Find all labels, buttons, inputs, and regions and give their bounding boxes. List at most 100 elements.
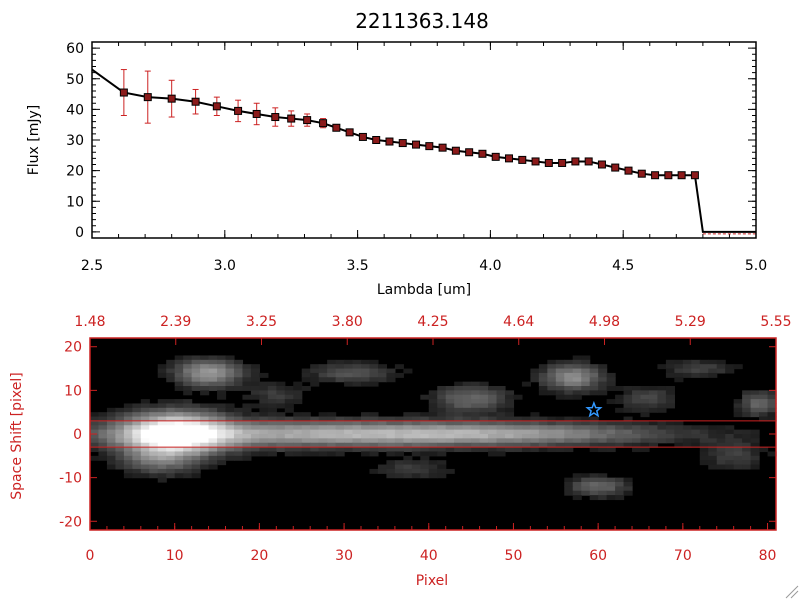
image-pixel (733, 447, 743, 453)
image-pixel (437, 434, 447, 439)
image-pixel (420, 468, 430, 474)
image-pixel (361, 451, 371, 457)
image-pixel (157, 455, 167, 461)
image-pixel (606, 372, 616, 378)
image-pixel (335, 416, 345, 422)
image-pixel (708, 447, 718, 453)
image-pixel (267, 438, 277, 444)
image-pixel (716, 368, 726, 374)
image-pixel (564, 477, 574, 483)
image-pixel (665, 394, 675, 400)
image-pixel (327, 412, 337, 418)
image-pixel (564, 377, 574, 383)
image-pixel (191, 442, 201, 448)
image-pixel (208, 407, 218, 413)
image-pixel (547, 381, 557, 387)
image-pixel (496, 399, 506, 405)
image-pixel (250, 442, 260, 448)
image-pixel (437, 394, 447, 400)
image-pixel (437, 407, 447, 413)
image-pixel (496, 386, 506, 391)
image-pixel (403, 368, 413, 374)
image-pixel (437, 460, 447, 466)
image-pixel (547, 447, 557, 453)
image-pixel (344, 442, 354, 448)
image-pixel (716, 442, 726, 448)
image-pixel (742, 451, 752, 457)
image-pixel (733, 434, 743, 439)
image-pixel (521, 420, 531, 426)
image-pixel (589, 473, 599, 479)
image-pixel (538, 442, 548, 448)
image-pixel (149, 464, 159, 470)
image-pixel (115, 429, 125, 435)
image-pixel (454, 425, 464, 431)
image-pixel (437, 464, 447, 470)
image-pixel (200, 355, 210, 361)
image-pixel (589, 425, 599, 431)
image-pixel (259, 425, 269, 431)
image-pixel (513, 438, 523, 444)
image-pixel (267, 403, 277, 409)
image-pixel (504, 434, 515, 439)
image-pixel (394, 438, 404, 444)
image-pixel (674, 368, 684, 374)
image-pixel (377, 447, 388, 453)
image-pixel (318, 372, 328, 378)
image-pixel (564, 390, 574, 396)
image-pixel (335, 451, 345, 457)
image-pixel (123, 447, 133, 453)
image-pixel (462, 407, 472, 413)
image-pixel (437, 447, 447, 453)
image-pixel (420, 460, 430, 466)
image-pixel (310, 442, 320, 448)
image-pixel (90, 438, 100, 444)
image-pixel (682, 434, 692, 439)
image-pixel (191, 407, 201, 413)
image-pixel (725, 460, 735, 466)
image-pixel (208, 447, 218, 453)
bottom-y-tick-label: -20 (59, 514, 82, 530)
image-pixel (665, 429, 675, 435)
image-pixel (200, 429, 210, 435)
image-pixel (208, 420, 218, 426)
image-pixel (665, 364, 675, 370)
image-pixel (615, 490, 625, 496)
image-pixel (504, 403, 515, 409)
image-pixel (581, 477, 591, 483)
image-pixel (445, 447, 455, 453)
image-pixel (140, 442, 150, 448)
image-pixel (335, 442, 345, 448)
image-pixel (200, 359, 210, 365)
image-pixel (327, 442, 337, 448)
resize-grip-icon[interactable] (785, 585, 799, 599)
image-pixel (640, 438, 650, 444)
image-pixel (420, 425, 430, 431)
image-pixel (352, 368, 362, 374)
image-pixel (428, 412, 438, 418)
image-pixel (538, 447, 548, 453)
image-pixel (123, 468, 133, 474)
image-pixel (259, 412, 269, 418)
image-pixel (132, 429, 142, 435)
image-pixel (606, 377, 616, 383)
data-point (358, 132, 367, 141)
image-pixel (140, 425, 150, 431)
image-pixel (369, 438, 379, 444)
image-pixel (589, 386, 599, 391)
image-pixel (157, 442, 167, 448)
image-pixel (225, 407, 235, 413)
image-pixel (90, 429, 100, 435)
image-pixel (217, 438, 227, 444)
image-pixel (750, 451, 760, 457)
image-pixel (284, 394, 294, 400)
image-pixel (682, 438, 692, 444)
image-pixel (530, 377, 540, 383)
image-pixel (454, 416, 464, 422)
image-pixel (454, 394, 464, 400)
image-pixel (411, 468, 421, 474)
image-pixel (106, 412, 117, 418)
image-pixel (242, 364, 252, 370)
image-pixel (140, 455, 150, 461)
image-pixel (166, 434, 176, 439)
